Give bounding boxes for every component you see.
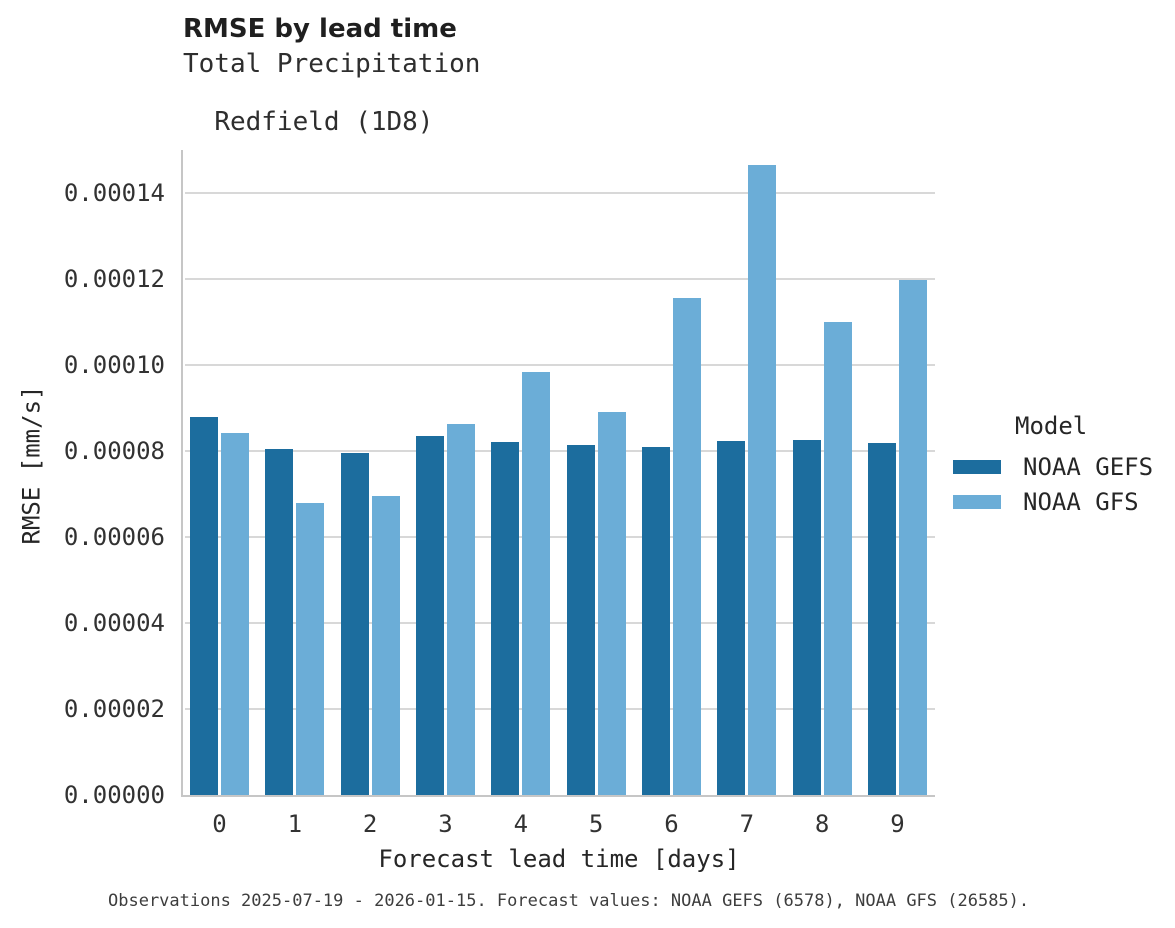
bar-group-lead-3 [415,150,475,795]
chart-subtitle-line1: Total Precipitation [183,49,481,79]
bar-group-lead-0 [190,150,249,795]
bar-noaa-gfs-lead-3 [446,424,475,795]
legend-entry-gefs: NOAA GEFS [953,449,1173,484]
gridline [185,622,935,624]
y-axis-label: RMSE [mm/s] [17,385,46,545]
gridline [185,536,935,538]
bar-group-lead-8 [792,150,852,795]
bar-groups [183,150,935,795]
x-tick-label: 6 [664,810,679,838]
bar-noaa-gefs-lead-0 [190,417,218,795]
bar-group-lead-6 [641,150,701,795]
bar-group-lead-7 [717,150,777,795]
x-tick-label: 0 [212,810,227,838]
bar-group-lead-9 [867,150,927,795]
legend-swatch-gefs [953,459,1001,474]
bar-noaa-gfs-lead-1 [296,503,325,795]
bar-noaa-gfs-lead-7 [748,164,777,795]
y-tick-label: 0.00004 [63,609,165,637]
gridline [185,364,935,366]
bar-noaa-gfs-lead-6 [672,297,701,795]
plot-area [181,150,935,797]
chart-title: RMSE by lead time [183,14,457,44]
x-tick-label: 4 [513,810,529,838]
bar-noaa-gfs-lead-4 [522,371,551,795]
y-tick-label: 0.00000 [63,781,165,809]
bar-noaa-gfs-lead-2 [371,496,400,795]
bar-noaa-gfs-lead-5 [597,412,626,795]
bar-group-lead-2 [340,150,400,795]
x-tick-label: 2 [362,810,378,838]
legend: Model NOAA GEFS NOAA GFS [953,412,1173,519]
y-tick-label: 0.00006 [63,523,165,551]
gridline [185,450,935,452]
x-tick-label: 9 [890,810,905,838]
bar-noaa-gfs-lead-0 [221,433,249,795]
legend-title: Model [1015,412,1088,440]
chart-subtitle: Total Precipitation Redfield (1D8) [183,50,480,137]
y-tick-label: 0.00012 [63,265,165,293]
x-tick-label: 8 [814,810,830,838]
bar-noaa-gfs-lead-8 [823,322,852,795]
x-tick-label: 7 [739,810,755,838]
bar-group-lead-1 [265,150,325,795]
x-axis-label: Forecast lead time [days] [378,845,740,873]
x-tick-label: 1 [287,810,303,838]
legend-label-gfs: NOAA GFS [1023,487,1139,516]
gridline [185,278,935,280]
bar-noaa-gefs-lead-2 [340,452,369,795]
bar-noaa-gefs-lead-6 [641,447,670,795]
x-axis-tick-labels: 0 1 2 3 4 5 6 7 8 9 [183,810,935,838]
bar-noaa-gefs-lead-4 [491,441,520,795]
bar-group-lead-5 [566,150,626,795]
bar-noaa-gefs-lead-3 [415,436,444,795]
bar-noaa-gefs-lead-9 [867,442,896,795]
legend-label-gefs: NOAA GEFS [1023,452,1154,481]
legend-swatch-gfs [953,494,1001,509]
x-tick-label: 3 [438,810,453,838]
bar-noaa-gefs-lead-5 [566,444,595,795]
bar-noaa-gefs-lead-8 [792,439,821,795]
gridline [185,192,935,194]
bar-noaa-gfs-lead-9 [898,280,927,795]
x-tick-label: 5 [588,810,604,838]
y-tick-label: 0.00008 [63,437,165,465]
bar-noaa-gefs-lead-1 [265,448,294,795]
y-tick-label: 0.00010 [63,351,165,379]
chart-subtitle-line2: Redfield (1D8) [214,107,434,137]
y-tick-label: 0.00002 [63,695,165,723]
gridline [185,708,935,710]
caption-text: Observations 2025-07-19 - 2026-01-15. Fo… [108,891,1030,911]
legend-entry-gfs: NOAA GFS [953,484,1173,519]
y-tick-label: 0.00014 [63,179,165,207]
bar-noaa-gefs-lead-7 [717,440,746,795]
bar-group-lead-4 [491,150,551,795]
